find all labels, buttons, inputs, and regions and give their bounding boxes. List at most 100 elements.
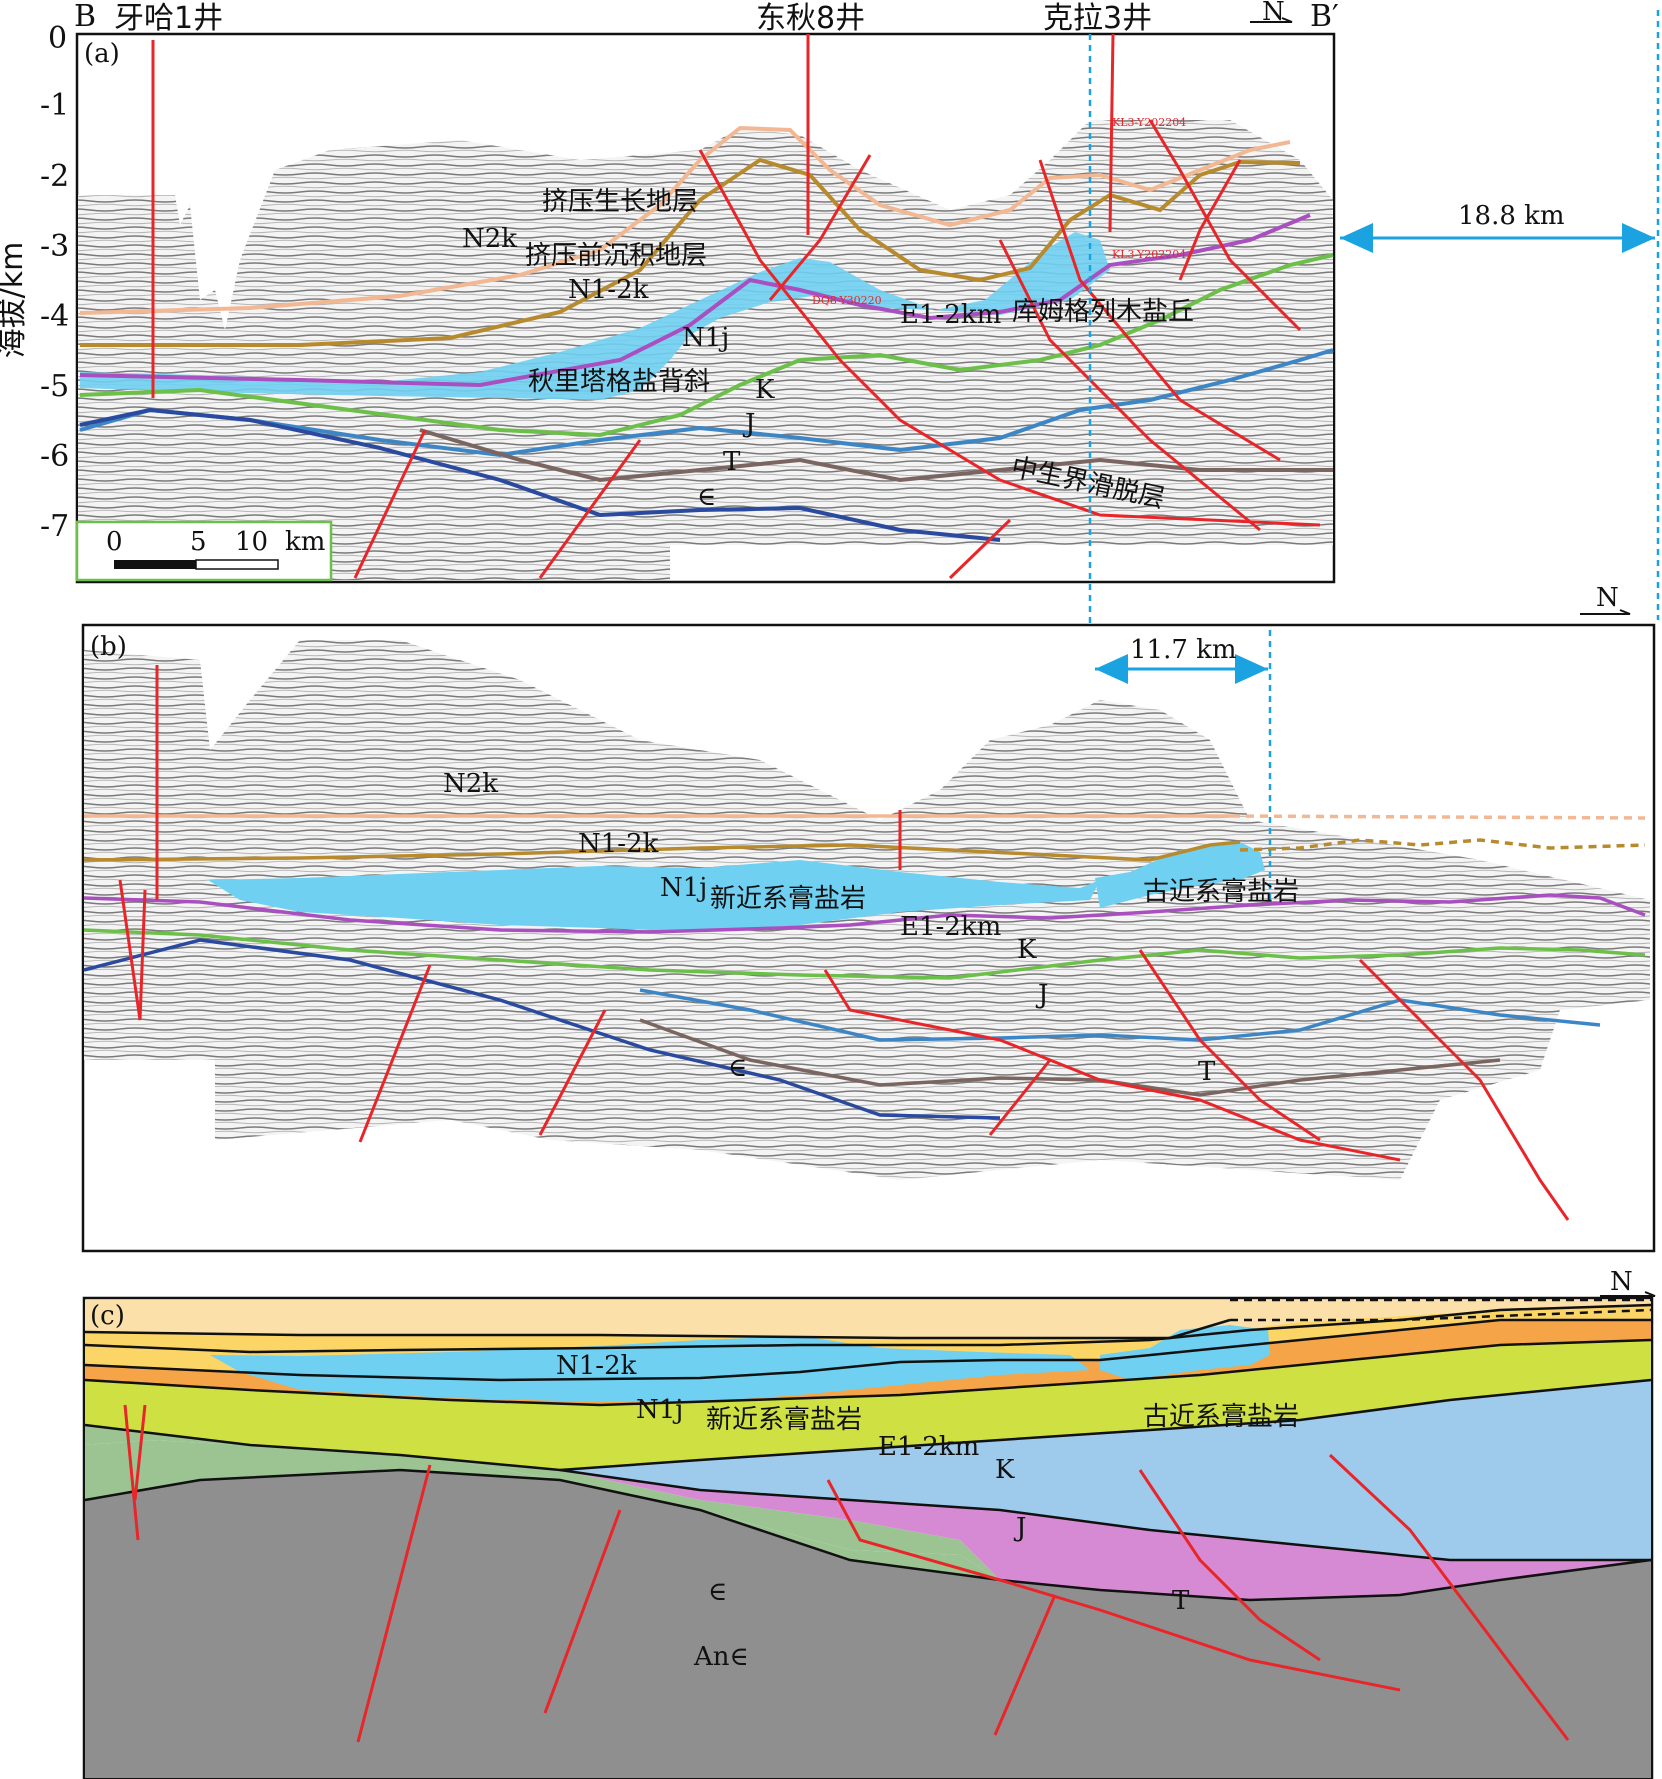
end-point-label: B′ (1310, 0, 1339, 34)
scale-10: 10 (235, 527, 268, 557)
shortening-b: 11.7 km (1130, 635, 1237, 665)
label-precambrian-c: An∈ (693, 1642, 749, 1672)
well-tag-dq8: DQ8-Y30220 (812, 294, 882, 307)
label-k-a: K (755, 375, 775, 405)
layer-jurassic (560, 1380, 1651, 1560)
label-cambrian-c: ∈ (708, 1577, 727, 1607)
y-tick-1: -1 (40, 88, 69, 123)
well-tag-kl3-upper: KL3-Y202204 (1112, 116, 1186, 129)
horizon-k-a (79, 253, 1334, 438)
y-tick-4: -4 (40, 299, 69, 334)
well-label-dongqiu8: 东秋8井 (756, 1, 865, 36)
label-n1j-b: N1j (660, 873, 707, 903)
layer-cretaceous (85, 1340, 1651, 1470)
label-j-c: J (1013, 1513, 1026, 1543)
panel-c-label: (c) (90, 1301, 125, 1331)
horizon-t-a (419, 428, 1333, 483)
panel-c: N (82, 1267, 1656, 1779)
label-e12km-b: E1-2km (900, 912, 1001, 942)
label-kumugeliemu-salt-dome: 库姆格列木盐丘 (1012, 297, 1194, 327)
seismic-background-a (78, 120, 1333, 580)
y-tick-0: 0 (48, 21, 67, 56)
y-tick-7: -7 (40, 509, 69, 544)
faults-b (118, 665, 1570, 1221)
panel-a-label: (a) (84, 39, 120, 69)
well-label-yaha1: 牙哈1井 (114, 1, 223, 36)
label-n12k-b: N1-2k (578, 829, 659, 859)
horizon-e-b (83, 893, 1646, 934)
label-n12k-c: N1-2k (556, 1351, 637, 1381)
label-n1j-c: N1j (636, 1395, 683, 1425)
label-qiulitage-salt-anticline: 秋里塔格盐背斜 (528, 367, 710, 397)
salt-neogene-c (210, 1336, 1090, 1402)
panel-b: N (81, 583, 1656, 1253)
label-e12km-a: E1-2km (900, 300, 1001, 330)
horizon-n2k-a (79, 125, 1291, 315)
annotations-b: N2k N1-2k N1j 新近系膏盐岩 古近系膏盐岩 E1-2km K J T… (443, 769, 1299, 1087)
label-cambrian-a: ∈ (697, 482, 716, 512)
layer-basement (85, 1470, 1651, 1778)
y-tick-2: -2 (40, 159, 69, 194)
label-n2k-a: N2k (462, 224, 517, 254)
horizon-n12k-a (80, 157, 1301, 347)
horizon-cambrian-b (83, 938, 1001, 1120)
label-k-b: K (1017, 935, 1037, 965)
panel-a: 18.8 km 0 -1 -2 -3 -4 -5 -6 -7 海拔/km (a)… (0, 10, 1660, 640)
label-n1j-a: N1j (682, 323, 729, 353)
label-growth-strata: 挤压生长地层 (542, 187, 698, 217)
header: B 牙哈1井 东秋8井 克拉3井 N B′ (74, 0, 1339, 36)
salt-body-neogene-b (208, 860, 1100, 932)
label-neogene-salt-b: 新近系膏盐岩 (710, 884, 866, 914)
y-tick-5: -5 (40, 369, 69, 404)
horizon-k-b (83, 928, 1646, 980)
horizon-j-a (79, 348, 1334, 458)
label-t-a: T (723, 447, 741, 477)
north-arrow-b: N (1580, 583, 1631, 615)
north-label-b: N (1596, 583, 1619, 613)
faults-c (123, 1404, 1570, 1743)
horizon-e-a (79, 213, 1311, 388)
label-j-b: J (1035, 980, 1048, 1010)
label-paleogene-salt-b: 古近系膏盐岩 (1143, 877, 1299, 907)
scale-km: km (285, 527, 325, 557)
shortening-a: 18.8 km (1458, 201, 1565, 231)
layer-triassic (560, 1470, 1651, 1600)
annotations-c: N1-2k N1j 新近系膏盐岩 古近系膏盐岩 E1-2km K J T ∈ A… (556, 1351, 1299, 1672)
north-label: N (1262, 0, 1285, 27)
salt-body-paleogene-b (1095, 842, 1265, 908)
y-tick-6: -6 (40, 439, 69, 474)
north-arrow-c: N (1600, 1267, 1656, 1297)
scale-5: 5 (190, 527, 207, 557)
start-point-label: B (74, 0, 96, 34)
label-n12k-a: N1-2k (568, 275, 649, 305)
scale-bar: 0 5 10 km (75, 520, 333, 582)
well-label-kela3: 克拉3井 (1043, 1, 1152, 36)
label-neogene-salt-c: 新近系膏盐岩 (706, 1405, 862, 1435)
label-e12km-c: E1-2km (878, 1432, 979, 1462)
horizons-a (79, 125, 1334, 542)
label-pregrowth-strata: 挤压前沉积地层 (525, 241, 707, 271)
label-t-c: T (1172, 1586, 1190, 1616)
y-tick-3: -3 (40, 229, 69, 264)
well-tag-kl3-lower: KL3-Y202204 (1112, 248, 1186, 261)
panel-b-label: (b) (90, 632, 127, 662)
label-j-a: J (742, 409, 755, 439)
layer-n12k (85, 1300, 1651, 1338)
north-arrow-a: N (1250, 0, 1293, 27)
horizons-b (83, 814, 1646, 1120)
label-paleogene-salt-c: 古近系膏盐岩 (1143, 1402, 1299, 1432)
boundaries-c (84, 1298, 1652, 1602)
horizon-j-b (639, 988, 1601, 1042)
layer-cambrian (85, 1440, 1000, 1580)
y-axis: 0 -1 -2 -3 -4 -5 -6 -7 海拔/km (0, 21, 69, 544)
faults-a (151, 33, 1321, 580)
label-cambrian-b: ∈ (728, 1053, 747, 1083)
label-n2k-b: N2k (443, 769, 498, 799)
horizon-cambrian-a (79, 407, 1001, 542)
y-axis-label: 海拔/km (0, 242, 30, 359)
label-t-b: T (1198, 1057, 1216, 1087)
north-label-c: N (1610, 1267, 1633, 1297)
label-k-c: K (995, 1455, 1015, 1485)
scale-0: 0 (106, 527, 123, 557)
